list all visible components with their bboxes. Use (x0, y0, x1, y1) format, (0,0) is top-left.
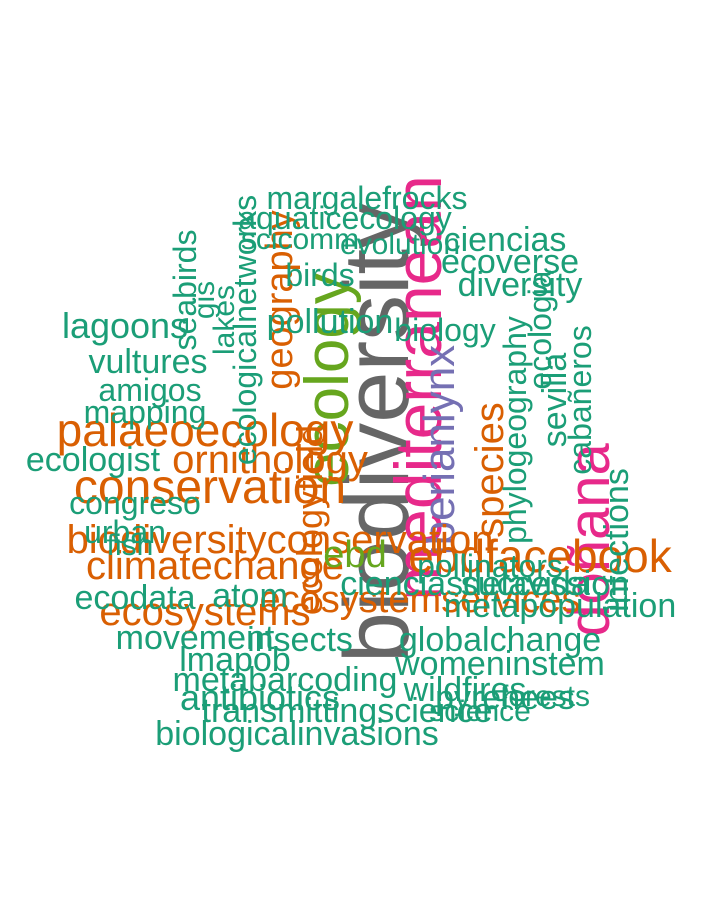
word-globalchange: globalchange (398, 621, 602, 659)
word-ebdfacebook: ebdfacebook (408, 530, 672, 582)
word-pollinators: pollinators (417, 548, 563, 584)
word-lmapob: lmapob (179, 641, 291, 679)
word-ecosystemservices: ecosystemservices (259, 579, 581, 621)
word-biodiversityconservation: biodiversityconservation (66, 518, 494, 562)
word-ebd: ebd (323, 534, 387, 576)
word-metapopulation: metapopulation (443, 587, 677, 625)
word-vultures: vultures (88, 343, 208, 381)
word-womeninstem: womeninstem (395, 645, 605, 683)
word-succession: succession (460, 565, 630, 603)
word-ecologia: ecologia (522, 270, 558, 390)
word-insects: insects (247, 621, 353, 659)
word-biologicalinvasions: biologicalinvasions (155, 715, 439, 753)
word-evolution: evolution (339, 228, 461, 261)
word-antibiotics: antibiotics (179, 677, 341, 718)
word-ecoverse: ecoverse (441, 243, 579, 281)
word-cabaneros: cabañeros (562, 325, 598, 475)
word-movement: movement (115, 619, 275, 657)
word-transmittingscience: transmittingscience (201, 692, 493, 730)
word-ecologyfield: ecologyfield (289, 424, 330, 616)
word-science: science (429, 695, 531, 728)
word-forests: forests (499, 680, 591, 713)
word-congreso: congreso (69, 485, 201, 521)
word-infections: infections (598, 468, 636, 612)
word-urban: urban (84, 514, 166, 550)
word-climatechange: climatechange (86, 544, 344, 588)
word-diversity: diversity (457, 266, 583, 304)
word-margalefrocks: margalefrocks (266, 180, 468, 216)
word-ecologist: ecologist (25, 441, 161, 479)
word-lakes: lakes (208, 284, 241, 356)
word-palaeoecology: palaeoecology (56, 404, 354, 456)
word-ornithology: ornithology (172, 438, 368, 482)
word-scicomm: scicomm (240, 223, 360, 256)
word-pollution: pollution (266, 303, 394, 341)
word-biology: biology (394, 312, 496, 348)
word-wildfires: wildfires (403, 671, 527, 709)
word-fish: fish (106, 529, 154, 562)
word-ecodata: ecodata (74, 579, 196, 617)
word-pyrenees: pyrenees (435, 679, 575, 717)
word-metabarcoding: metabarcoding (172, 661, 398, 699)
word-cienciasdelavida: cienciasdelavida (340, 565, 590, 603)
word-ciencias: ciencias (443, 221, 567, 259)
word-birds: birds (285, 257, 355, 293)
word-aquaticecology: aquaticecology (238, 200, 452, 236)
word-atom: atom (212, 577, 288, 615)
word-mapping: mapping (83, 394, 207, 430)
word-amigos: amigos (98, 372, 202, 408)
word-ecosystems: ecosystems (99, 590, 311, 634)
word-conservation: conservation (73, 461, 347, 514)
word-lagoons: lagoons (61, 305, 189, 346)
